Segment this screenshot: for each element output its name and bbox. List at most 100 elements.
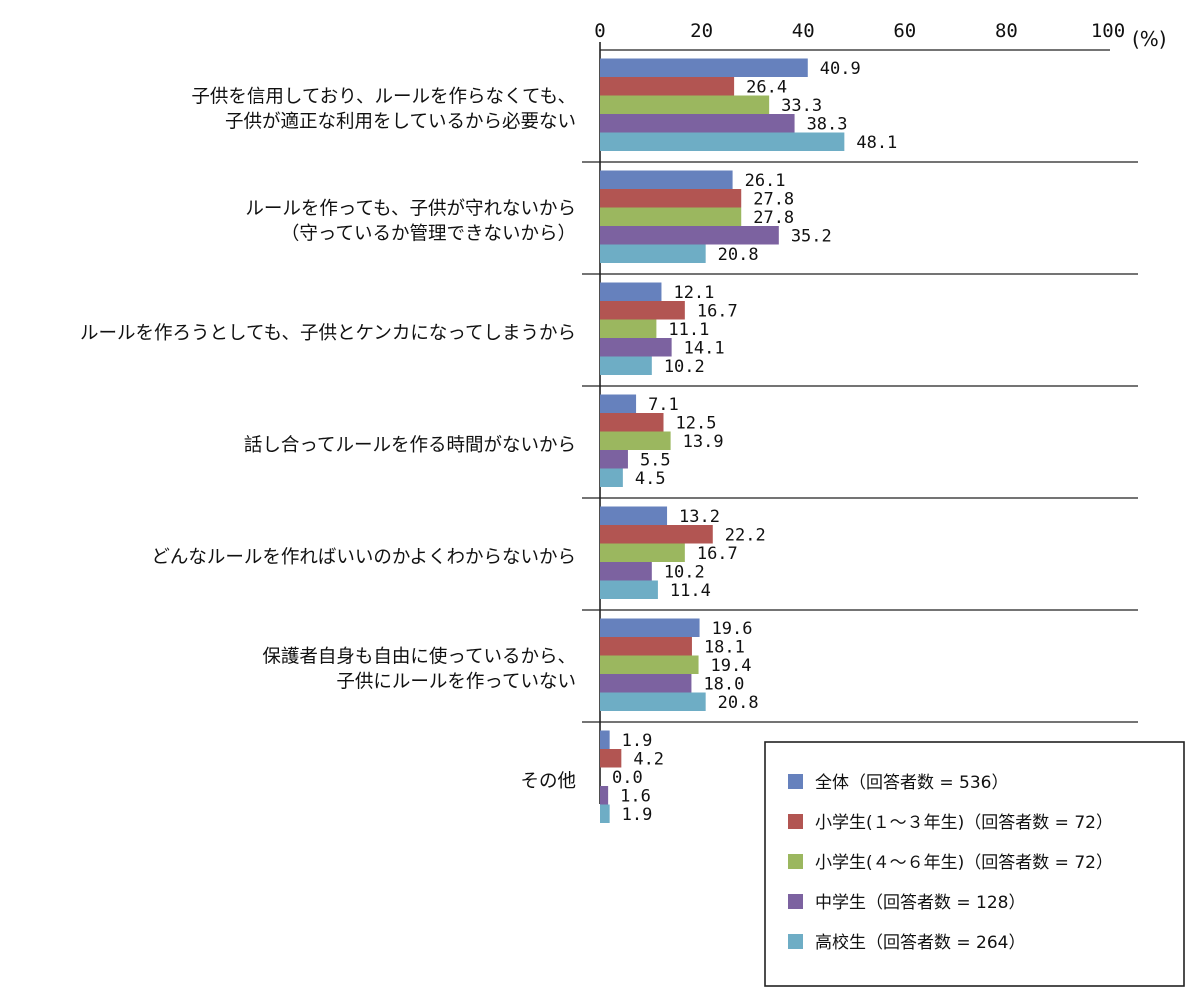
data-label: 10.2 xyxy=(664,562,705,582)
axis-layer: 0 20 40 60 80 100 (%) xyxy=(582,20,1167,804)
bar xyxy=(600,450,628,469)
bar xyxy=(600,244,706,263)
data-label: 12.1 xyxy=(673,283,714,303)
category-label: 子供を信用しており、ルールを作らなくても、 xyxy=(191,87,576,108)
bar xyxy=(600,207,742,226)
category-label: 保護者自身も自由に使っているから、 xyxy=(262,647,576,668)
data-label: 20.8 xyxy=(718,693,759,713)
bar xyxy=(600,226,779,245)
bar xyxy=(600,562,652,581)
category-label: 子供が適正な利用をしているから必要ない xyxy=(225,112,576,133)
legend-entry: 小学生(４～６年生)（回答者数 = 72） xyxy=(815,853,1113,873)
data-label: 13.2 xyxy=(679,507,720,527)
bar xyxy=(600,356,652,375)
data-label: 26.4 xyxy=(746,77,787,97)
data-label: 27.8 xyxy=(753,189,794,209)
bar xyxy=(600,692,706,711)
bar xyxy=(600,674,692,693)
bar xyxy=(600,580,658,599)
legend-swatch xyxy=(788,934,803,949)
category-label: 子供にルールを作っていない xyxy=(336,672,576,693)
data-label: 18.1 xyxy=(704,637,745,657)
bar xyxy=(600,77,735,96)
bar xyxy=(600,319,657,338)
data-label: 19.6 xyxy=(712,619,753,639)
data-label: 12.5 xyxy=(676,413,717,433)
data-label: 38.3 xyxy=(807,114,848,134)
data-label: 4.2 xyxy=(633,749,664,769)
category-label: ルールを作っても、子供が守れないから xyxy=(245,199,576,220)
data-label: 1.9 xyxy=(622,805,653,825)
legend-box xyxy=(764,741,1185,987)
bar xyxy=(600,749,622,768)
bar xyxy=(600,189,742,208)
label-layer: 子供を信用しており、ルールを作らなくても、子供が適正な利用をしているから必要ない… xyxy=(80,59,897,825)
bar xyxy=(600,618,700,637)
bar xyxy=(600,132,845,151)
data-label: 20.8 xyxy=(718,245,759,265)
bar xyxy=(600,637,692,656)
category-label: その他 xyxy=(520,771,576,792)
bar xyxy=(600,655,699,674)
bar xyxy=(600,413,664,432)
data-label: 16.7 xyxy=(697,301,738,321)
data-label: 0.0 xyxy=(612,768,643,788)
legend-swatch xyxy=(788,774,803,789)
data-label: 22.2 xyxy=(725,525,766,545)
data-label: 5.5 xyxy=(640,450,671,470)
data-label: 13.9 xyxy=(683,432,724,452)
bar xyxy=(600,58,808,77)
data-label: 35.2 xyxy=(791,226,832,246)
bar xyxy=(600,394,637,413)
data-label: 14.1 xyxy=(684,338,725,358)
data-label: 16.7 xyxy=(697,544,738,564)
x-tick-label: 100 xyxy=(1091,20,1125,42)
bar xyxy=(600,804,610,823)
legend-swatch xyxy=(788,854,803,869)
bar xyxy=(600,543,685,562)
legend-entry: 高校生（回答者数 = 264） xyxy=(815,933,1026,953)
data-label: 7.1 xyxy=(648,395,679,415)
bar xyxy=(600,301,685,320)
bar-layer xyxy=(600,58,845,823)
data-label: 10.2 xyxy=(664,357,705,377)
x-unit-label: (%) xyxy=(1132,27,1167,51)
category-label: （守っているか管理できないから） xyxy=(281,224,576,245)
bar xyxy=(600,338,672,357)
legend-entry: 中学生（回答者数 = 128） xyxy=(815,893,1026,913)
category-label: 話し合ってルールを作る時間がないから xyxy=(244,435,576,456)
legend-swatch xyxy=(788,814,803,829)
bar xyxy=(600,95,770,114)
data-label: 27.8 xyxy=(753,208,794,228)
legend-entry: 小学生(１～３年生)（回答者数 = 72） xyxy=(815,813,1113,833)
bar xyxy=(600,468,623,487)
category-label: どんなルールを作ればいいのかよくわからないから xyxy=(151,547,576,568)
bar xyxy=(600,786,609,805)
data-label: 4.5 xyxy=(635,469,666,489)
data-label: 33.3 xyxy=(781,96,822,116)
data-label: 26.1 xyxy=(745,171,786,191)
bar xyxy=(600,431,671,450)
legend-entry: 全体（回答者数 = 536） xyxy=(815,773,1009,793)
data-label: 48.1 xyxy=(856,133,897,153)
legend: 全体（回答者数 = 536） 小学生(１～３年生)（回答者数 = 72） 小学生(４… xyxy=(764,741,1185,987)
bar xyxy=(600,730,610,749)
x-tick-label: 60 xyxy=(893,20,916,42)
bar xyxy=(600,282,662,301)
data-label: 11.1 xyxy=(668,320,709,340)
legend-swatch xyxy=(788,894,803,909)
data-label: 11.4 xyxy=(670,581,711,601)
data-label: 19.4 xyxy=(711,656,752,676)
category-label: ルールを作ろうとしても、子供とケンカになってしまうから xyxy=(80,323,576,344)
data-label: 1.9 xyxy=(622,731,653,751)
bar xyxy=(600,114,795,133)
data-label: 18.0 xyxy=(703,674,744,694)
bar xyxy=(600,170,733,189)
data-label: 1.6 xyxy=(620,786,651,806)
x-tick-label: 20 xyxy=(690,20,713,42)
x-tick-label: 40 xyxy=(792,20,815,42)
bar xyxy=(600,525,713,544)
x-tick-label: 0 xyxy=(594,20,605,42)
bar xyxy=(600,506,668,525)
